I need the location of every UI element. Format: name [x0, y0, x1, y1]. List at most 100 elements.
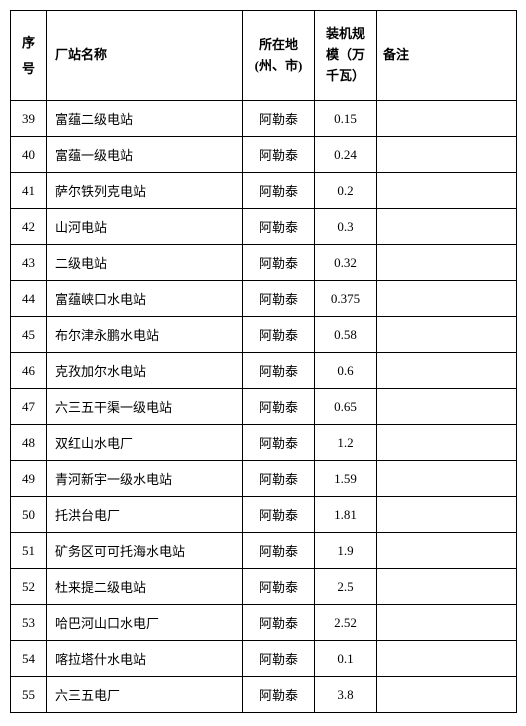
cell-capacity: 1.2 [315, 425, 377, 461]
cell-name: 富蕴峡口水电站 [47, 281, 243, 317]
cell-capacity: 1.59 [315, 461, 377, 497]
cell-capacity: 0.65 [315, 389, 377, 425]
table-row: 54喀拉塔什水电站阿勒泰0.1 [11, 641, 517, 677]
header-name: 厂站名称 [47, 11, 243, 101]
table-body: 39富蕴二级电站阿勒泰0.1540富蕴一级电站阿勒泰0.2441萨尔铁列克电站阿… [11, 101, 517, 713]
cell-note [377, 137, 517, 173]
cell-location: 阿勒泰 [243, 425, 315, 461]
cell-capacity: 2.52 [315, 605, 377, 641]
cell-seq: 51 [11, 533, 47, 569]
cell-capacity: 0.1 [315, 641, 377, 677]
table-row: 47六三五干渠一级电站阿勒泰0.65 [11, 389, 517, 425]
cell-seq: 46 [11, 353, 47, 389]
cell-location: 阿勒泰 [243, 281, 315, 317]
cell-capacity: 0.2 [315, 173, 377, 209]
cell-seq: 40 [11, 137, 47, 173]
cell-capacity: 1.9 [315, 533, 377, 569]
cell-seq: 55 [11, 677, 47, 713]
power-station-table: 序号 厂站名称 所在地(州、市) 装机规模（万千瓦） 备注 39富蕴二级电站阿勒… [10, 10, 517, 713]
cell-location: 阿勒泰 [243, 353, 315, 389]
table-row: 50托洪台电厂阿勒泰1.81 [11, 497, 517, 533]
cell-note [377, 389, 517, 425]
header-note: 备注 [377, 11, 517, 101]
cell-capacity: 0.6 [315, 353, 377, 389]
cell-seq: 43 [11, 245, 47, 281]
cell-name: 哈巴河山口水电厂 [47, 605, 243, 641]
cell-location: 阿勒泰 [243, 641, 315, 677]
cell-seq: 45 [11, 317, 47, 353]
cell-location: 阿勒泰 [243, 605, 315, 641]
cell-note [377, 677, 517, 713]
cell-note [377, 605, 517, 641]
cell-name: 六三五电厂 [47, 677, 243, 713]
cell-location: 阿勒泰 [243, 497, 315, 533]
table-row: 43二级电站阿勒泰0.32 [11, 245, 517, 281]
cell-capacity: 3.8 [315, 677, 377, 713]
cell-capacity: 0.375 [315, 281, 377, 317]
table-row: 51矿务区可可托海水电站阿勒泰1.9 [11, 533, 517, 569]
cell-location: 阿勒泰 [243, 245, 315, 281]
cell-name: 富蕴二级电站 [47, 101, 243, 137]
cell-note [377, 173, 517, 209]
cell-location: 阿勒泰 [243, 533, 315, 569]
cell-seq: 53 [11, 605, 47, 641]
table-row: 49青河新宇一级水电站阿勒泰1.59 [11, 461, 517, 497]
cell-name: 富蕴一级电站 [47, 137, 243, 173]
cell-name: 青河新宇一级水电站 [47, 461, 243, 497]
table-row: 46克孜加尔水电站阿勒泰0.6 [11, 353, 517, 389]
cell-seq: 41 [11, 173, 47, 209]
cell-note [377, 281, 517, 317]
table-row: 48双红山水电厂阿勒泰1.2 [11, 425, 517, 461]
cell-name: 二级电站 [47, 245, 243, 281]
cell-name: 萨尔铁列克电站 [47, 173, 243, 209]
cell-location: 阿勒泰 [243, 209, 315, 245]
table-row: 45布尔津永鹏水电站阿勒泰0.58 [11, 317, 517, 353]
cell-note [377, 569, 517, 605]
cell-name: 矿务区可可托海水电站 [47, 533, 243, 569]
cell-name: 布尔津永鹏水电站 [47, 317, 243, 353]
cell-name: 杜来提二级电站 [47, 569, 243, 605]
cell-capacity: 0.15 [315, 101, 377, 137]
cell-name: 喀拉塔什水电站 [47, 641, 243, 677]
table-row: 55六三五电厂阿勒泰3.8 [11, 677, 517, 713]
cell-seq: 48 [11, 425, 47, 461]
cell-name: 克孜加尔水电站 [47, 353, 243, 389]
cell-name: 山河电站 [47, 209, 243, 245]
cell-note [377, 101, 517, 137]
cell-seq: 52 [11, 569, 47, 605]
cell-seq: 39 [11, 101, 47, 137]
cell-location: 阿勒泰 [243, 389, 315, 425]
cell-name: 六三五干渠一级电站 [47, 389, 243, 425]
cell-location: 阿勒泰 [243, 317, 315, 353]
cell-location: 阿勒泰 [243, 137, 315, 173]
cell-seq: 47 [11, 389, 47, 425]
cell-capacity: 0.3 [315, 209, 377, 245]
header-capacity: 装机规模（万千瓦） [315, 11, 377, 101]
table-row: 52杜来提二级电站阿勒泰2.5 [11, 569, 517, 605]
cell-location: 阿勒泰 [243, 677, 315, 713]
table-header-row: 序号 厂站名称 所在地(州、市) 装机规模（万千瓦） 备注 [11, 11, 517, 101]
cell-seq: 42 [11, 209, 47, 245]
cell-note [377, 353, 517, 389]
cell-name: 双红山水电厂 [47, 425, 243, 461]
cell-location: 阿勒泰 [243, 173, 315, 209]
table-row: 44富蕴峡口水电站阿勒泰0.375 [11, 281, 517, 317]
cell-note [377, 245, 517, 281]
cell-seq: 49 [11, 461, 47, 497]
cell-capacity: 0.24 [315, 137, 377, 173]
cell-note [377, 533, 517, 569]
cell-note [377, 461, 517, 497]
table-row: 42山河电站阿勒泰0.3 [11, 209, 517, 245]
table-row: 40富蕴一级电站阿勒泰0.24 [11, 137, 517, 173]
cell-seq: 54 [11, 641, 47, 677]
cell-capacity: 0.58 [315, 317, 377, 353]
cell-capacity: 0.32 [315, 245, 377, 281]
cell-location: 阿勒泰 [243, 461, 315, 497]
table-row: 39富蕴二级电站阿勒泰0.15 [11, 101, 517, 137]
table-row: 41萨尔铁列克电站阿勒泰0.2 [11, 173, 517, 209]
table-row: 53哈巴河山口水电厂阿勒泰2.52 [11, 605, 517, 641]
cell-note [377, 425, 517, 461]
cell-location: 阿勒泰 [243, 569, 315, 605]
cell-location: 阿勒泰 [243, 101, 315, 137]
header-location: 所在地(州、市) [243, 11, 315, 101]
